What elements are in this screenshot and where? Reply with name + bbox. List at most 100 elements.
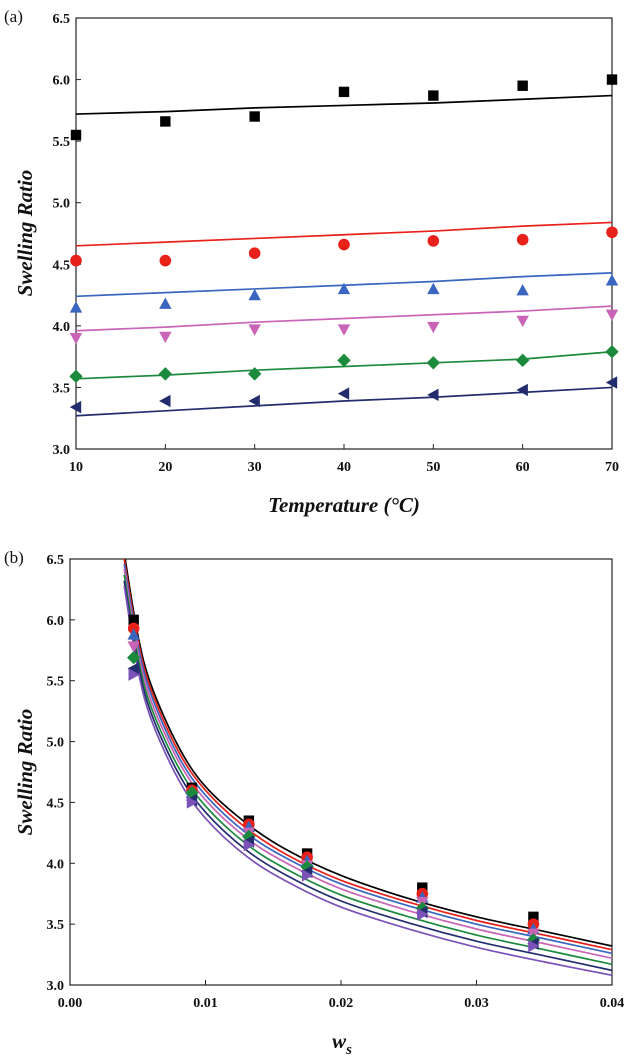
panel-a-y-tick-label: 4.5 (53, 258, 71, 273)
panel-a-series-4-point (605, 309, 619, 321)
panel-b-series-5-point (415, 901, 429, 916)
panel-a-series-1-point (428, 90, 439, 101)
panel-b-y-tick-label: 5.5 (47, 675, 65, 690)
panel-b-series-5-point (242, 829, 256, 844)
panel-a-series-2-point (338, 238, 350, 251)
panel-a-series-1-point (249, 111, 260, 122)
panel-a-series-1-point (606, 74, 618, 85)
panel-a-x-tick-label: 40 (337, 460, 351, 475)
panel-b-series-5-fit-line (123, 574, 612, 966)
panel-b-y-tick-label: 5.0 (47, 736, 65, 751)
panel-b-series-6-point (127, 662, 139, 675)
panel-a-series-3-point (605, 274, 619, 286)
panel-a-series-2-point (159, 254, 172, 267)
panel-a-label: (a) (4, 7, 23, 26)
panel-a-series-5-point (337, 353, 351, 368)
panel-a-series-3-point (159, 297, 172, 309)
panel-b-x-tick-label: 0.01 (193, 996, 218, 1011)
panel-b-x-tick-label: 0.00 (58, 996, 83, 1011)
panel-a-series-3-point (337, 282, 351, 295)
panel-a-series-4-point (516, 315, 529, 328)
panel-a-series-4-point (248, 324, 261, 336)
panel-a-y-tick-label: 4.0 (53, 320, 71, 335)
panel-a-series-5-point (605, 345, 619, 359)
panel-b-x-title-sub: s (345, 1042, 352, 1058)
panel-b-series-1-fit-line (124, 559, 612, 947)
panel-a-series-5-point (426, 356, 441, 370)
panel-a-y-title: Swelling Ratio (13, 170, 37, 297)
panel-b-series-6-fit-line (123, 580, 612, 972)
panel-a-series-2-point (427, 235, 440, 247)
panel-a-series-6-point (159, 394, 171, 408)
panel-a-series-1-point (70, 129, 82, 141)
panel-b-x-tick-label: 0.02 (329, 996, 354, 1011)
panel-a-series-2-point (248, 247, 261, 260)
panel-a-series-3-point (248, 288, 261, 301)
panel-b-series-4-point (127, 641, 140, 653)
panel-b-series-7-point (243, 838, 256, 852)
panel-a-x-tick-label: 20 (158, 460, 172, 475)
panel-b-x-title: ws (332, 1029, 352, 1058)
panel-b-y-tick-label: 3.0 (47, 979, 65, 994)
panel-a-series-5-point (247, 367, 262, 381)
panel-b-series-3-fit-line (123, 563, 612, 955)
panel-a-series-2-point (606, 226, 618, 239)
panel-b-series-7-point (301, 869, 314, 882)
panel-b-series-4-fit-line (123, 568, 612, 960)
panel-b-label: (b) (4, 548, 24, 567)
panel-b-y-tick-label: 3.5 (47, 918, 65, 933)
panel-b-y-tick-label: 6.5 (47, 553, 65, 568)
panel-a-x-tick-label: 50 (426, 460, 440, 475)
panel-a-frame (75, 17, 613, 450)
panel-a-series-4-fit-line (76, 305, 612, 332)
panel-b-plot-area: 3.0 3.5 4.0 4.5 5.0 5.5 6.0 6.5 0.00 0.01 0.02 0.03… (47, 553, 625, 1011)
panel-a-series-3-point (69, 301, 83, 313)
panel-b-series-1-point (417, 882, 428, 893)
panel-a-x-tick-label: 60 (516, 460, 530, 475)
panel-a-series-6-point (337, 387, 350, 400)
panel-b-series-2-fit-line (123, 559, 612, 951)
panel-a-y-tick-label: 3.5 (53, 381, 71, 396)
panel-b-y-title: Swelling Ratio (13, 709, 37, 836)
panel-a-series-4-point (159, 331, 172, 344)
panel-b-x-tick-label: 0.04 (600, 996, 625, 1011)
panel-a-x-tick-label: 30 (248, 460, 262, 475)
panel-a-series-3-point (427, 282, 440, 295)
panel-b-series-5-point (126, 650, 141, 665)
panel-a-series-3-point (516, 283, 529, 296)
panel-a-x-tick-label: 70 (605, 460, 619, 475)
panel-b-series-7-point (128, 668, 140, 681)
panel-a-series-5-point (515, 353, 530, 368)
panel-b-series-1-point (128, 614, 139, 626)
panel-a-series-2-point (70, 254, 82, 267)
panel-a-series-6-point (69, 400, 82, 414)
panel-b-x-tick-label: 0.03 (464, 996, 489, 1011)
panel-a-series-1-point (160, 116, 171, 127)
panel-a-series-6-point (605, 376, 618, 389)
panel-b-series-5-point (185, 785, 199, 800)
panel-a-series-4-point (427, 321, 440, 334)
panel-a-x-tick-label: 10 (69, 460, 83, 475)
panel-a-series-1-fit-line (76, 94, 612, 115)
panel-a-y-tick-label: 5.0 (53, 197, 71, 212)
panel-b-y-tick-label: 6.0 (47, 614, 65, 629)
panel-a-series-5-point (69, 369, 83, 384)
panel-a-y-tick-label: 3.0 (53, 443, 71, 458)
panel-b-series-7-point (528, 939, 540, 953)
panel-a-series-4-point (337, 324, 351, 336)
panel-a-y-tick-label: 6.0 (53, 74, 71, 89)
panel-a-series-4-point (69, 332, 83, 345)
panel-a-y-tick-label: 6.5 (53, 12, 71, 27)
panel-a-series-2-point (516, 233, 529, 246)
panel-a-series-1-point (338, 86, 350, 98)
panel-b-x-title-main: w (332, 1029, 347, 1053)
panel-b-y-tick-label: 4.5 (47, 796, 65, 811)
panel-a-plot-area: 3.0 3.5 4.0 4.5 5.0 5.5 6.0 6.5 10 20 30 40 50 60 70 (53, 12, 620, 475)
panel-a-series-1-point (517, 80, 528, 91)
panel-b-series-7-point (186, 796, 199, 809)
panel-a-series-2-fit-line (76, 221, 612, 247)
panel-b-series-1-point (528, 911, 539, 923)
panel-a-series-5-point (158, 367, 173, 381)
panel-b-series-7-point (417, 908, 429, 921)
